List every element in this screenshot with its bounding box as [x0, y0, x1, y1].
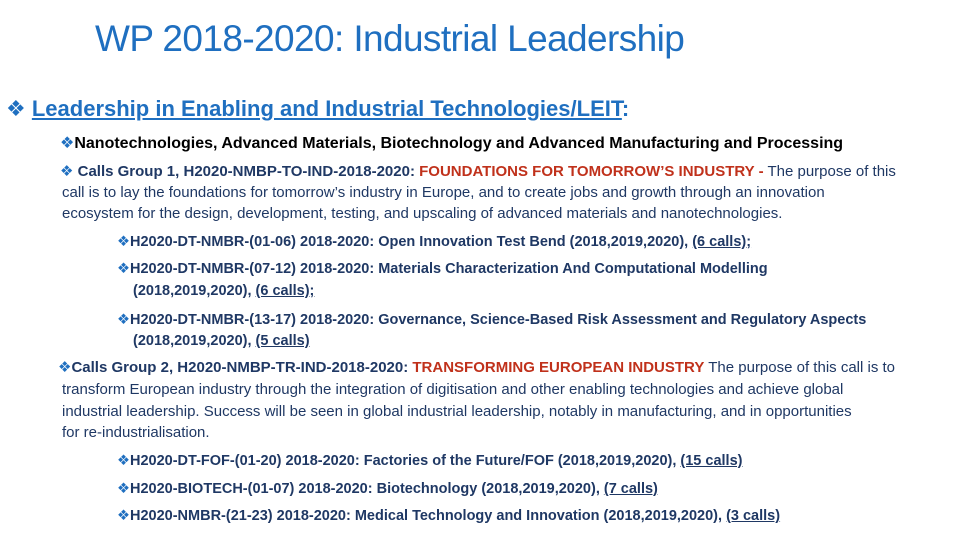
group1-line3: ecosystem for the design, development, t…: [62, 205, 783, 222]
group2-item-1: ❖H2020-DT-FOF-(01-20) 2018-2020: Factori…: [117, 451, 742, 471]
item-text: H2020-DT-NMBR-(07-12) 2018-2020: Materia…: [130, 261, 768, 277]
group1-item-2: ❖H2020-DT-NMBR-(07-12) 2018-2020: Materi…: [117, 259, 768, 279]
diamond-bullet-icon: ❖: [117, 312, 130, 328]
diamond-bullet-icon: ❖: [6, 96, 26, 121]
diamond-bullet-icon: ❖: [60, 135, 75, 152]
group1-name: FOUNDATIONS FOR TOMORROW’S INDUSTRY -: [419, 163, 764, 180]
group1-item-3-cont: (2018,2019,2020), (5 calls): [133, 331, 310, 351]
item-text: H2020-NMBR-(21-23) 2018-2020: Medical Te…: [130, 508, 727, 524]
group2-line3: industrial leadership. Success will be s…: [62, 403, 852, 420]
group2-line2: transform European industry through the …: [62, 381, 844, 398]
diamond-bullet-icon: ❖: [117, 508, 130, 524]
group2-item-3: ❖H2020-NMBR-(21-23) 2018-2020: Medical T…: [117, 506, 780, 526]
group2-line1: ❖Calls Group 2, H2020-NMBP-TR-IND-2018-2…: [58, 358, 895, 378]
group1-desc-1: The purpose of this: [763, 163, 896, 180]
item-years: (2018,2019,2020),: [133, 283, 256, 299]
group1-label: Calls Group 1, H2020-NMBP-TO-IND-2018-20…: [77, 163, 420, 180]
group2-name: TRANSFORMING EUROPEAN INDUSTRY: [412, 359, 705, 376]
leit-colon: :: [621, 96, 630, 121]
nano-heading-text: Nanotechnologies, Advanced Materials, Bi…: [74, 135, 844, 152]
group1-line2: call is to lay the foundations for tomor…: [62, 184, 825, 201]
calls-link[interactable]: (15 calls): [680, 453, 743, 469]
leit-heading: ❖ Leadership in Enabling and Industrial …: [6, 96, 629, 122]
diamond-bullet-icon: ❖: [117, 234, 130, 250]
calls-link[interactable]: (6 calls);: [692, 234, 752, 250]
leit-heading-text: Leadership in Enabling and Industrial Te…: [31, 96, 622, 121]
item-text: H2020-DT-NMBR-(01-06) 2018-2020: Open In…: [130, 234, 693, 250]
item-years: (2018,2019,2020),: [133, 333, 256, 349]
diamond-bullet-icon: ❖: [117, 261, 130, 277]
nano-heading: ❖Nanotechnologies, Advanced Materials, B…: [60, 134, 843, 154]
group1-line1: ❖ Calls Group 1, H2020-NMBP-TO-IND-2018-…: [60, 162, 896, 182]
diamond-bullet-icon: ❖: [117, 481, 130, 497]
calls-link[interactable]: (5 calls): [255, 333, 310, 349]
item-text: H2020-DT-NMBR-(13-17) 2018-2020: Governa…: [130, 312, 867, 328]
group1-item-2-cont: (2018,2019,2020), (6 calls);: [133, 281, 314, 301]
group2-desc-1: The purpose of this call is to: [704, 359, 896, 376]
diamond-bullet-icon: ❖: [117, 453, 130, 469]
group2-item-2: ❖H2020-BIOTECH-(01-07) 2018-2020: Biotec…: [117, 479, 658, 499]
slide-title: WP 2018-2020: Industrial Leadership: [95, 18, 685, 59]
item-text: H2020-DT-FOF-(01-20) 2018-2020: Factorie…: [130, 453, 681, 469]
calls-link[interactable]: (3 calls): [726, 508, 781, 524]
item-text: H2020-BIOTECH-(01-07) 2018-2020: Biotech…: [130, 481, 604, 497]
diamond-bullet-icon: ❖: [60, 163, 74, 180]
group1-item-1: ❖H2020-DT-NMBR-(01-06) 2018-2020: Open I…: [117, 232, 751, 252]
calls-link[interactable]: (7 calls): [603, 481, 658, 497]
group2-line4: for re-industrialisation.: [62, 424, 210, 441]
group1-item-3: ❖H2020-DT-NMBR-(13-17) 2018-2020: Govern…: [117, 310, 866, 330]
group2-label: Calls Group 2, H2020-NMBP-TR-IND-2018-20…: [71, 359, 413, 376]
diamond-bullet-icon: ❖: [58, 359, 72, 376]
calls-link[interactable]: (6 calls);: [255, 283, 315, 299]
